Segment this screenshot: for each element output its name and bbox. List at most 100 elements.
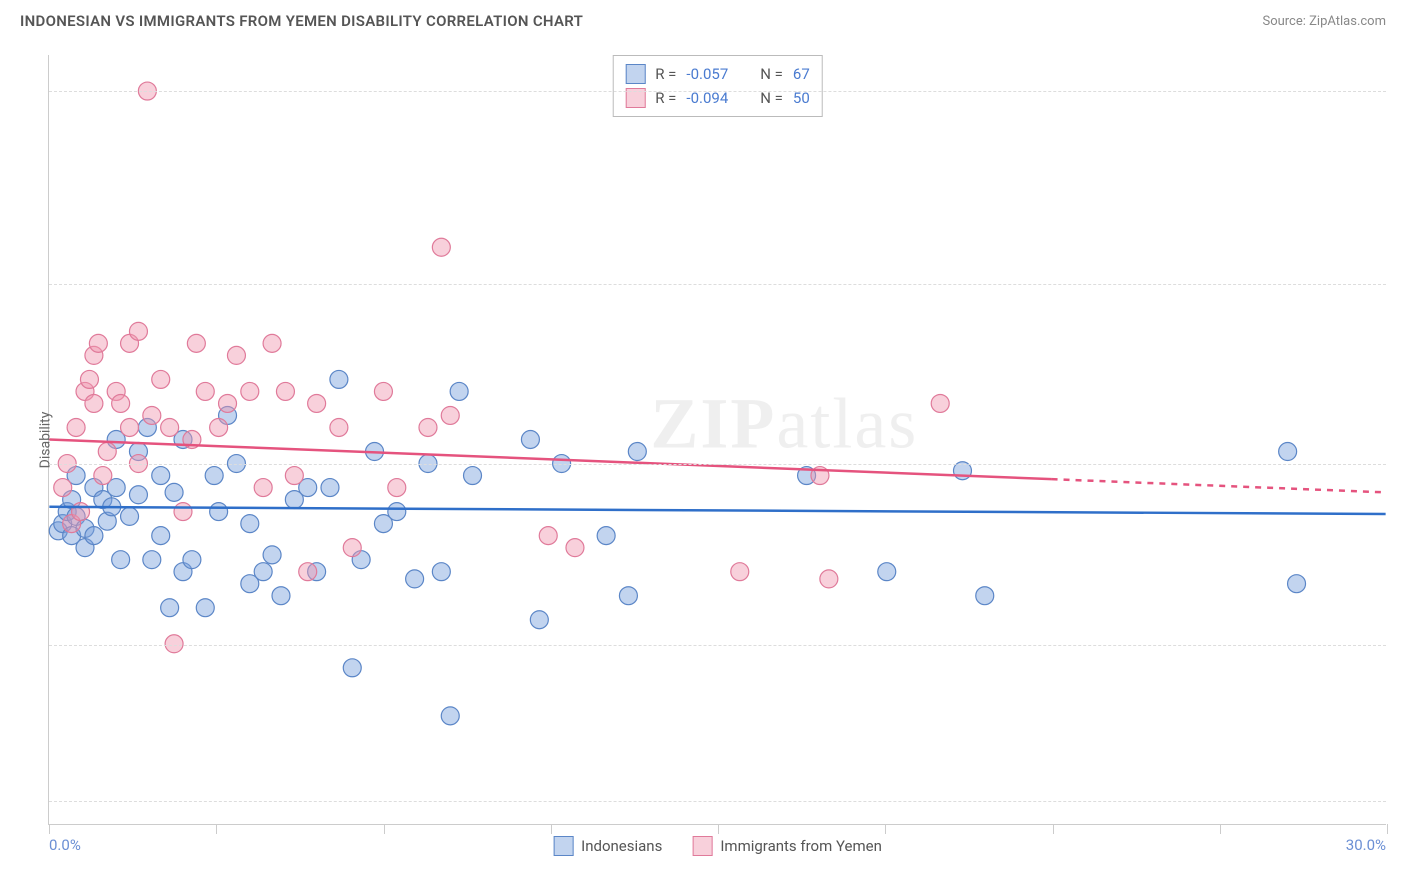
- legend-row: R = -0.057 N = 67: [625, 62, 810, 86]
- data-point: [183, 551, 201, 569]
- legend-swatch: [692, 836, 712, 856]
- data-point: [219, 394, 237, 412]
- data-point: [1288, 575, 1306, 593]
- data-point: [343, 659, 361, 677]
- trend-line-dashed: [1052, 479, 1386, 492]
- data-point: [112, 551, 130, 569]
- data-point: [54, 479, 72, 497]
- data-point: [263, 546, 281, 564]
- data-point: [165, 483, 183, 501]
- data-point: [254, 479, 272, 497]
- data-point: [820, 570, 838, 588]
- data-point: [464, 467, 482, 485]
- gridline: [49, 284, 1386, 285]
- gridline: [49, 801, 1386, 802]
- x-tick: [885, 824, 886, 834]
- data-point: [80, 370, 98, 388]
- data-point: [272, 587, 290, 605]
- r-label: R =: [655, 65, 676, 83]
- data-point: [330, 370, 348, 388]
- gridline: [49, 464, 1386, 465]
- data-point: [388, 479, 406, 497]
- data-point: [931, 394, 949, 412]
- data-point: [285, 467, 303, 485]
- data-point: [161, 599, 179, 617]
- legend-item: Immigrants from Yemen: [692, 836, 882, 856]
- data-point: [152, 370, 170, 388]
- data-point: [85, 527, 103, 545]
- data-point: [143, 406, 161, 424]
- data-point: [450, 382, 468, 400]
- legend-row: R =-0.094N =50: [625, 86, 810, 110]
- data-point: [129, 322, 147, 340]
- data-point: [121, 507, 139, 525]
- data-point: [566, 539, 584, 557]
- data-point: [241, 382, 259, 400]
- legend-item: Indonesians: [553, 836, 662, 856]
- data-point: [196, 382, 214, 400]
- chart-title: INDONESIAN VS IMMIGRANTS FROM YEMEN DISA…: [20, 12, 583, 30]
- data-point: [89, 334, 107, 352]
- x-tick: [1053, 824, 1054, 834]
- data-point: [241, 515, 259, 533]
- data-point: [406, 570, 424, 588]
- data-point: [161, 418, 179, 436]
- data-point: [263, 334, 281, 352]
- data-point: [441, 707, 459, 725]
- data-point: [152, 527, 170, 545]
- data-point: [976, 587, 994, 605]
- data-point: [628, 443, 646, 461]
- data-point: [227, 346, 245, 364]
- data-point: [539, 527, 557, 545]
- data-point: [67, 418, 85, 436]
- correlation-legend: R = -0.057 N = 67 R =-0.094N =50: [612, 55, 823, 117]
- data-point: [299, 563, 317, 581]
- gridline: [49, 91, 1386, 92]
- data-point: [143, 551, 161, 569]
- data-point: [1279, 443, 1297, 461]
- x-tick: [1387, 824, 1388, 834]
- data-point: [94, 467, 112, 485]
- r-value: -0.057: [686, 65, 728, 83]
- data-point: [731, 563, 749, 581]
- source-label: Source: ZipAtlas.com: [1262, 14, 1386, 29]
- n-label: N =: [760, 65, 783, 83]
- plot-svg: [49, 55, 1386, 824]
- data-point: [521, 431, 539, 449]
- x-tick: [49, 824, 50, 834]
- data-point: [276, 382, 294, 400]
- x-tick: [718, 824, 719, 834]
- trend-line: [49, 507, 1385, 514]
- series-legend: Indonesians Immigrants from Yemen: [553, 836, 882, 856]
- data-point: [85, 394, 103, 412]
- data-point: [98, 443, 116, 461]
- data-point: [441, 406, 459, 424]
- data-point: [174, 503, 192, 521]
- legend-swatch: [625, 64, 645, 84]
- data-point: [330, 418, 348, 436]
- data-point: [254, 563, 272, 581]
- data-point: [129, 486, 147, 504]
- data-point: [530, 611, 548, 629]
- data-point: [432, 563, 450, 581]
- trend-line: [49, 440, 1051, 480]
- legend-swatch: [553, 836, 573, 856]
- data-point: [374, 382, 392, 400]
- legend-label: Immigrants from Yemen: [720, 837, 882, 855]
- x-tick: [1220, 824, 1221, 834]
- data-point: [152, 467, 170, 485]
- header: INDONESIAN VS IMMIGRANTS FROM YEMEN DISA…: [0, 0, 1406, 38]
- x-tick: [216, 824, 217, 834]
- chart-container: Disability ZIPatlas R =-0.057N =67R =-0.…: [48, 55, 1386, 825]
- data-point: [619, 587, 637, 605]
- data-point: [210, 418, 228, 436]
- data-point: [321, 479, 339, 497]
- x-axis-min-label: 0.0%: [49, 836, 81, 854]
- data-point: [432, 238, 450, 256]
- data-point: [597, 527, 615, 545]
- data-point: [343, 539, 361, 557]
- legend-label: Indonesians: [581, 837, 662, 855]
- n-value: 67: [793, 65, 810, 83]
- data-point: [121, 418, 139, 436]
- data-point: [196, 599, 214, 617]
